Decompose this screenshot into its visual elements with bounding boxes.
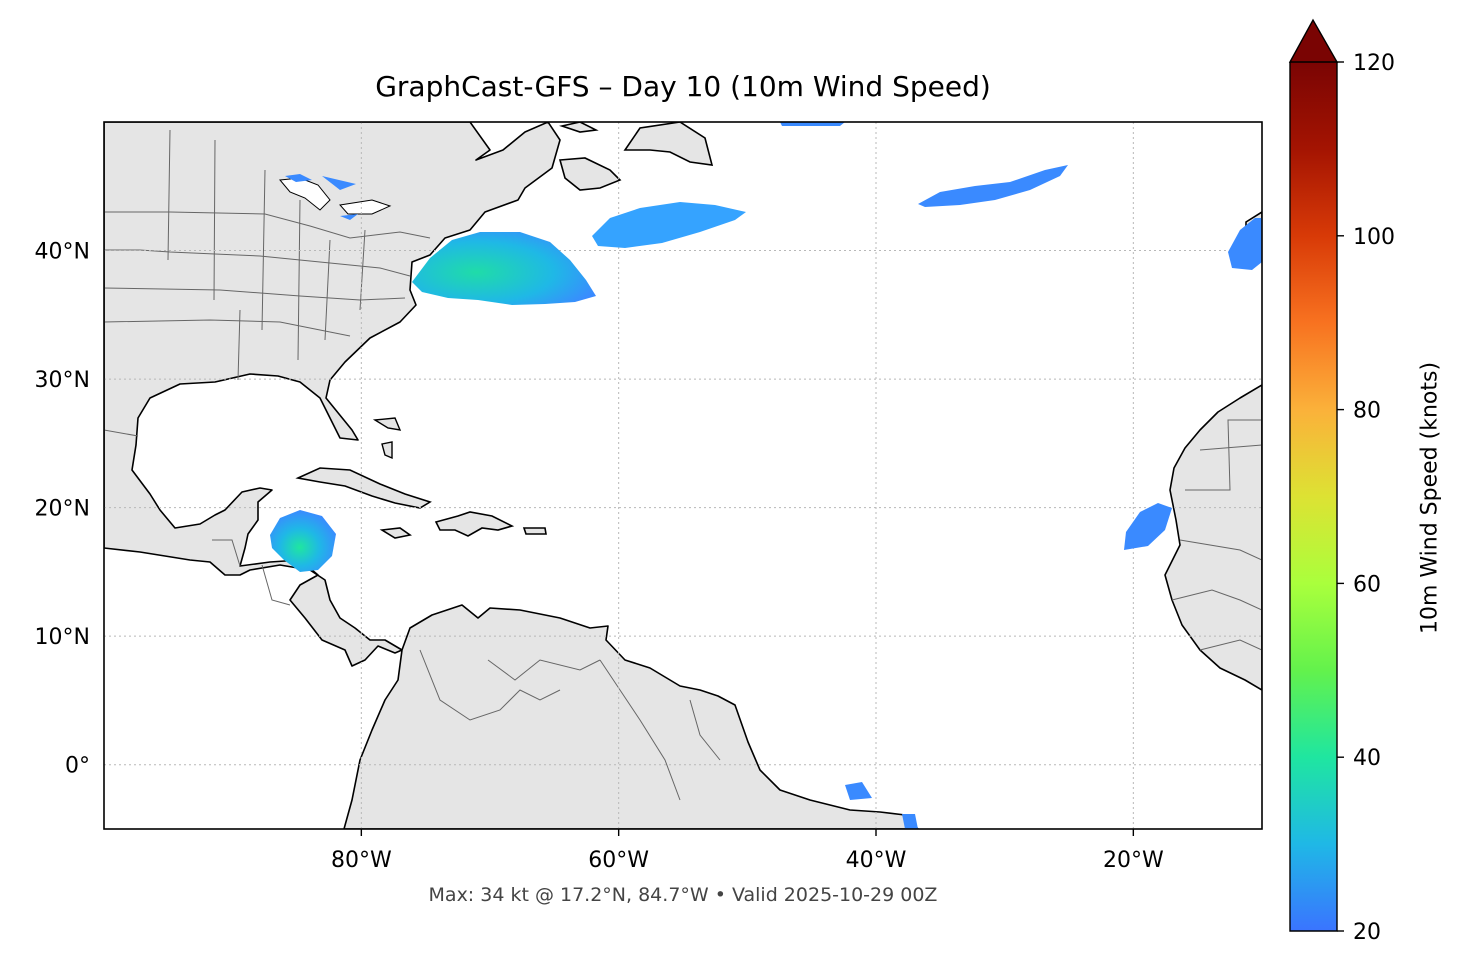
wind-area-cape-verde bbox=[1124, 503, 1172, 550]
wind-area-north-edge bbox=[780, 122, 845, 126]
wind-area-iberia bbox=[1228, 218, 1262, 270]
land-bahamas bbox=[372, 417, 402, 460]
land-labrador bbox=[623, 122, 714, 166]
island-north bbox=[559, 122, 599, 133]
colorbar-tick-label-4: 100 bbox=[1353, 225, 1395, 250]
lat-tick-label-4: 40°N bbox=[35, 240, 90, 265]
borders bbox=[104, 129, 1262, 801]
map-frame bbox=[103, 121, 1263, 830]
map-title: GraphCast-GFS – Day 10 (10m Wind Speed) bbox=[375, 70, 991, 103]
wind-area-lakes bbox=[285, 174, 358, 220]
map-footer: Max: 34 kt @ 17.2°N, 84.7°W • Valid 2025… bbox=[428, 884, 938, 906]
colorbar-body bbox=[1290, 62, 1337, 931]
lat-tick-label-3: 30°N bbox=[35, 368, 90, 393]
land-jamaica bbox=[379, 527, 412, 539]
colorbar-tick-label-3: 80 bbox=[1353, 399, 1381, 424]
wind-area-central-atlantic bbox=[592, 202, 746, 248]
land-africa bbox=[1164, 384, 1262, 691]
lat-ticks: 0° 10°N 20°N 30°N 40°N bbox=[35, 240, 90, 779]
land-puerto-rico bbox=[522, 527, 547, 535]
gridlines bbox=[104, 122, 1262, 829]
wind-areas bbox=[270, 122, 1262, 829]
lat-tick-label-0: 0° bbox=[65, 754, 90, 779]
lat-tick-label-2: 20°N bbox=[35, 497, 90, 522]
colorbar-tick-label-5: 120 bbox=[1353, 51, 1395, 76]
land-newfoundland bbox=[558, 157, 622, 191]
colorbar-ticks: 20 40 60 80 100 120 bbox=[1337, 51, 1395, 945]
colorbar-tick-label-1: 40 bbox=[1353, 746, 1381, 771]
lon-tick-label-3: 20°W bbox=[1103, 848, 1164, 873]
lon-tick-label-0: 80°W bbox=[331, 848, 392, 873]
lon-tick-label-1: 60°W bbox=[588, 848, 649, 873]
land-north-america bbox=[104, 122, 561, 667]
lon-tick-label-2: 40°W bbox=[846, 848, 907, 873]
land-south-america bbox=[343, 604, 919, 829]
colorbar-tick-label-0: 20 bbox=[1353, 920, 1381, 945]
colorbar-tick-label-2: 60 bbox=[1353, 572, 1381, 597]
wind-area-south-atlantic bbox=[845, 782, 918, 829]
wind-area-northeast-atlantic bbox=[918, 165, 1068, 207]
colorbar: 20 40 60 80 100 120 bbox=[1288, 18, 1395, 945]
land-hispaniola bbox=[434, 511, 515, 537]
lat-tick-label-1: 10°N bbox=[35, 625, 90, 650]
wind-area-western-caribbean bbox=[270, 510, 336, 572]
colorbar-frame bbox=[1289, 62, 1338, 932]
land-cuba bbox=[295, 467, 432, 509]
colorbar-label: 10m Wind Speed (knots) bbox=[1417, 361, 1443, 635]
map-panel bbox=[104, 122, 1262, 829]
lon-ticks: 80°W 60°W 40°W 20°W bbox=[331, 829, 1164, 873]
colorbar-extend-arrow bbox=[1288, 18, 1339, 63]
wind-area-northwest-atlantic bbox=[412, 232, 596, 305]
